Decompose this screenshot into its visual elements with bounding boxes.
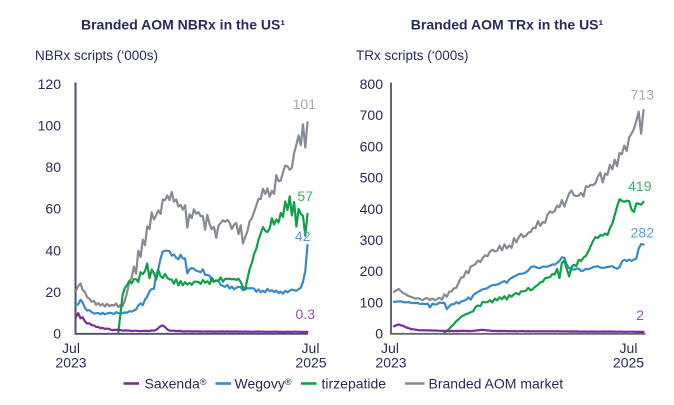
svg-text:300: 300 bbox=[360, 232, 384, 248]
svg-text:282: 282 bbox=[631, 225, 655, 241]
svg-text:Jul: Jul bbox=[302, 340, 320, 356]
svg-text:80: 80 bbox=[45, 159, 61, 175]
svg-text:tirzepatide: tirzepatide bbox=[322, 376, 387, 392]
svg-text:0.3: 0.3 bbox=[296, 306, 316, 322]
svg-text:Jul: Jul bbox=[620, 340, 638, 356]
svg-text:0: 0 bbox=[53, 326, 61, 342]
svg-text:TRx scripts (‘000s): TRx scripts (‘000s) bbox=[356, 48, 469, 63]
svg-text:0: 0 bbox=[375, 326, 383, 342]
svg-text:57: 57 bbox=[297, 188, 313, 204]
svg-text:40: 40 bbox=[45, 242, 61, 258]
svg-text:2023: 2023 bbox=[55, 355, 86, 371]
svg-text:2025: 2025 bbox=[295, 355, 326, 371]
svg-text:700: 700 bbox=[360, 107, 384, 123]
svg-text:713: 713 bbox=[631, 87, 655, 103]
svg-text:Saxenda®: Saxenda® bbox=[145, 376, 207, 392]
svg-text:20: 20 bbox=[45, 284, 61, 300]
svg-text:Branded AOM TRx in the US¹: Branded AOM TRx in the US¹ bbox=[411, 16, 604, 32]
svg-text:100: 100 bbox=[38, 117, 62, 133]
svg-text:NBRx scripts (‘000s): NBRx scripts (‘000s) bbox=[35, 48, 158, 63]
svg-text:60: 60 bbox=[45, 201, 61, 217]
svg-text:Wegovy®: Wegovy® bbox=[235, 376, 292, 392]
svg-text:Branded AOM market: Branded AOM market bbox=[429, 376, 564, 392]
svg-text:42: 42 bbox=[295, 228, 311, 244]
svg-text:400: 400 bbox=[360, 201, 384, 217]
svg-text:2: 2 bbox=[636, 307, 644, 323]
svg-text:800: 800 bbox=[360, 76, 384, 92]
svg-text:419: 419 bbox=[628, 178, 652, 194]
svg-text:500: 500 bbox=[360, 170, 384, 186]
svg-text:2023: 2023 bbox=[375, 355, 406, 371]
svg-text:Jul: Jul bbox=[62, 340, 80, 356]
svg-text:2025: 2025 bbox=[613, 355, 644, 371]
svg-text:100: 100 bbox=[360, 294, 384, 310]
svg-text:120: 120 bbox=[38, 76, 62, 92]
svg-text:600: 600 bbox=[360, 138, 384, 154]
svg-text:Branded AOM NBRx in the US¹: Branded AOM NBRx in the US¹ bbox=[81, 16, 285, 32]
svg-text:200: 200 bbox=[360, 263, 384, 279]
svg-text:Jul: Jul bbox=[381, 340, 399, 356]
svg-text:101: 101 bbox=[293, 96, 317, 112]
